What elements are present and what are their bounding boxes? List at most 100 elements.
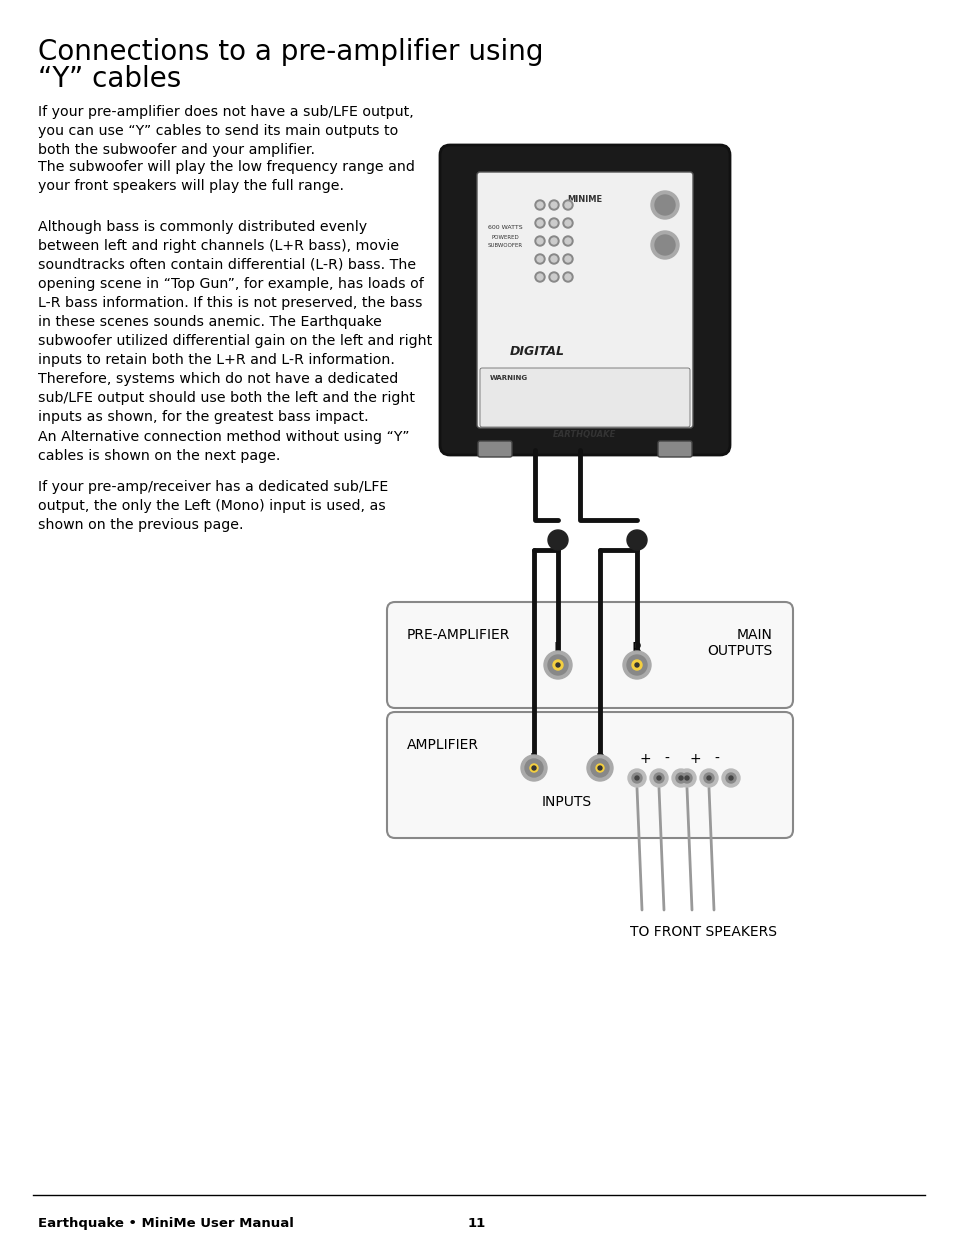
Circle shape — [535, 254, 544, 264]
FancyBboxPatch shape — [387, 713, 792, 839]
Circle shape — [657, 776, 660, 781]
Text: -: - — [664, 752, 669, 766]
Circle shape — [655, 235, 675, 254]
Text: DIGITAL: DIGITAL — [510, 345, 564, 358]
Circle shape — [535, 272, 544, 282]
Circle shape — [520, 755, 546, 781]
Text: POWERED: POWERED — [491, 235, 518, 240]
FancyBboxPatch shape — [658, 441, 691, 457]
Text: An Alternative connection method without using “Y”
cables is shown on the next p: An Alternative connection method without… — [38, 430, 409, 463]
Circle shape — [537, 238, 542, 245]
Text: L: L — [530, 752, 537, 766]
FancyBboxPatch shape — [387, 601, 792, 708]
Text: Earthquake • MiniMe User Manual: Earthquake • MiniMe User Manual — [38, 1216, 294, 1230]
FancyBboxPatch shape — [479, 368, 689, 427]
Circle shape — [532, 766, 536, 769]
Circle shape — [598, 766, 601, 769]
Circle shape — [706, 776, 710, 781]
Circle shape — [548, 219, 558, 228]
Circle shape — [586, 755, 613, 781]
Text: If your pre-amplifier does not have a sub/LFE output,
you can use “Y” cables to : If your pre-amplifier does not have a su… — [38, 105, 414, 157]
Circle shape — [650, 231, 679, 259]
Circle shape — [728, 776, 732, 781]
Text: MAIN: MAIN — [737, 629, 772, 642]
Circle shape — [631, 773, 641, 783]
Text: R: R — [631, 642, 641, 657]
Circle shape — [649, 769, 667, 787]
Circle shape — [564, 203, 571, 207]
Text: INPUTS: INPUTS — [541, 795, 592, 809]
FancyBboxPatch shape — [476, 172, 692, 429]
Circle shape — [537, 256, 542, 262]
Circle shape — [635, 663, 639, 667]
Text: Connections to a pre-amplifier using: Connections to a pre-amplifier using — [38, 38, 543, 65]
Circle shape — [562, 272, 573, 282]
Circle shape — [537, 220, 542, 226]
Text: 600 WATTS: 600 WATTS — [487, 225, 521, 230]
Circle shape — [676, 773, 685, 783]
Circle shape — [564, 238, 571, 245]
Text: EARTHQUAKE: EARTHQUAKE — [553, 430, 616, 438]
Circle shape — [562, 219, 573, 228]
Circle shape — [631, 659, 641, 671]
Text: +: + — [688, 752, 700, 766]
Circle shape — [551, 274, 557, 280]
Text: WARNING: WARNING — [490, 375, 528, 382]
Circle shape — [627, 769, 645, 787]
Text: R: R — [595, 752, 604, 766]
Circle shape — [703, 773, 713, 783]
Text: PRE-AMPLIFIER: PRE-AMPLIFIER — [407, 629, 510, 642]
Circle shape — [548, 200, 558, 210]
Text: 11: 11 — [467, 1216, 486, 1230]
Text: The subwoofer will play the low frequency range and
your front speakers will pla: The subwoofer will play the low frequenc… — [38, 161, 415, 193]
Circle shape — [562, 236, 573, 246]
Circle shape — [635, 776, 639, 781]
Circle shape — [684, 776, 688, 781]
Text: SUBWOOFER: SUBWOOFER — [487, 243, 522, 248]
Circle shape — [564, 220, 571, 226]
Circle shape — [535, 200, 544, 210]
Circle shape — [564, 274, 571, 280]
Circle shape — [548, 272, 558, 282]
Circle shape — [596, 764, 603, 772]
Circle shape — [650, 191, 679, 219]
Circle shape — [537, 203, 542, 207]
Circle shape — [679, 776, 682, 781]
Circle shape — [548, 236, 558, 246]
Circle shape — [725, 773, 735, 783]
Text: Although bass is commonly distributed evenly
between left and right channels (L+: Although bass is commonly distributed ev… — [38, 220, 432, 424]
Text: “Y” cables: “Y” cables — [38, 65, 181, 93]
Circle shape — [547, 530, 567, 550]
Circle shape — [590, 760, 608, 777]
Circle shape — [537, 274, 542, 280]
FancyBboxPatch shape — [439, 144, 729, 454]
Circle shape — [564, 256, 571, 262]
Circle shape — [622, 651, 650, 679]
Circle shape — [681, 773, 691, 783]
Text: AMPLIFIER: AMPLIFIER — [407, 739, 478, 752]
Circle shape — [543, 651, 572, 679]
Text: +: + — [639, 752, 650, 766]
Circle shape — [678, 769, 696, 787]
Circle shape — [626, 655, 646, 676]
Circle shape — [551, 203, 557, 207]
Text: -: - — [714, 752, 719, 766]
Text: TO FRONT SPEAKERS: TO FRONT SPEAKERS — [629, 925, 776, 939]
Circle shape — [700, 769, 718, 787]
Circle shape — [553, 659, 562, 671]
Circle shape — [535, 219, 544, 228]
Circle shape — [562, 200, 573, 210]
Circle shape — [551, 220, 557, 226]
Text: If your pre-amp/receiver has a dedicated sub/LFE
output, the only the Left (Mono: If your pre-amp/receiver has a dedicated… — [38, 480, 388, 532]
Circle shape — [562, 254, 573, 264]
Circle shape — [721, 769, 740, 787]
Circle shape — [535, 236, 544, 246]
Circle shape — [655, 195, 675, 215]
Text: MINIME: MINIME — [567, 195, 602, 204]
Circle shape — [548, 254, 558, 264]
FancyBboxPatch shape — [477, 441, 512, 457]
Text: OUTPUTS: OUTPUTS — [707, 643, 772, 658]
Text: L: L — [553, 642, 561, 657]
Circle shape — [524, 760, 542, 777]
Circle shape — [547, 655, 567, 676]
